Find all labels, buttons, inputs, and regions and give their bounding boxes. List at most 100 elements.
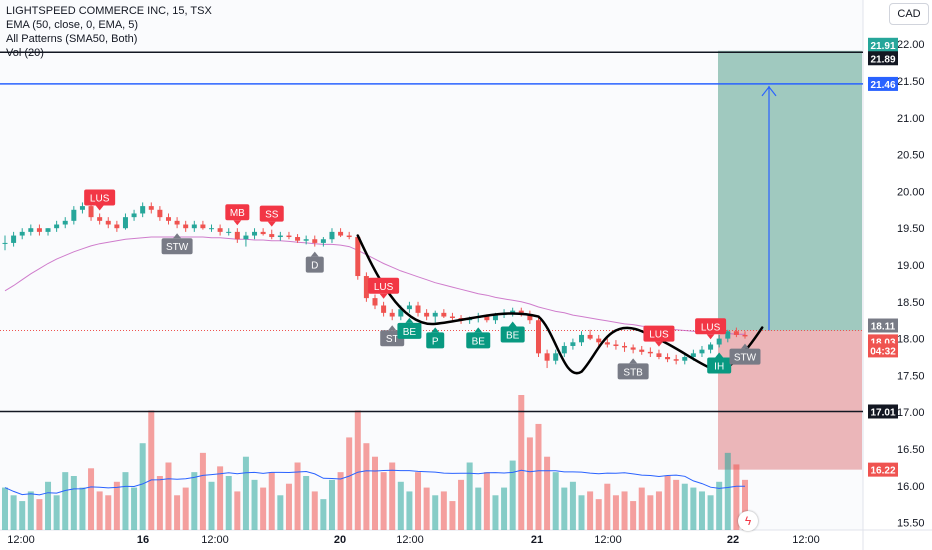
pattern-label: IH xyxy=(707,352,732,374)
pattern-label: MB xyxy=(225,204,250,226)
volume-bar xyxy=(225,476,232,530)
candle-body xyxy=(209,228,215,230)
pattern-label: P xyxy=(426,327,445,349)
volume-bar xyxy=(724,452,731,530)
price-tick-label: 18.00 xyxy=(897,334,925,346)
volume-bar xyxy=(655,491,662,530)
volume-bar xyxy=(432,495,439,530)
candle-body xyxy=(424,312,430,317)
price-label-text: 17.01 xyxy=(870,407,895,418)
candle-body xyxy=(510,310,516,313)
price-label: 17.01 xyxy=(868,404,898,419)
volume-bar xyxy=(526,437,533,530)
volume-bar xyxy=(552,472,559,530)
volume-bar xyxy=(328,479,335,530)
volume-bar xyxy=(578,495,585,530)
volume-bar xyxy=(268,472,275,530)
candle-body xyxy=(579,334,585,343)
ema-path xyxy=(4,236,745,335)
volume-indicator-label[interactable]: Vol (20) xyxy=(6,47,44,59)
pattern-label-text: BE xyxy=(506,331,520,342)
volume-bar xyxy=(638,487,645,530)
volume-bar xyxy=(363,443,370,530)
volume-bar xyxy=(733,464,740,530)
pattern-label-box xyxy=(368,277,400,294)
volume-bar xyxy=(303,476,310,530)
volume-bar xyxy=(122,472,129,530)
candle-body xyxy=(656,353,662,358)
candle-body xyxy=(665,357,671,360)
candle-body xyxy=(19,231,25,236)
pattern-label-text: LUS xyxy=(701,322,721,333)
volume-bar xyxy=(501,487,508,530)
pattern-label-pointer xyxy=(706,334,715,340)
candle-body xyxy=(88,206,94,218)
candle-body xyxy=(492,315,498,321)
volume-bar xyxy=(372,456,378,530)
price-label-box xyxy=(868,76,898,91)
candle-body xyxy=(441,312,447,317)
price-label: 21.89 xyxy=(868,51,898,66)
ema-indicator-label[interactable]: EMA (50, close, 0, EMA, 5) xyxy=(6,19,139,31)
candle-body xyxy=(11,235,17,243)
symbol-title[interactable]: LIGHTSPEED COMMERCE INC, 15, TSX xyxy=(6,5,212,17)
volume-bar xyxy=(561,487,568,530)
pattern-label-box xyxy=(729,348,761,365)
price-label: 21.91 xyxy=(868,37,898,52)
candle-body xyxy=(303,239,309,241)
candle-body xyxy=(105,220,111,225)
time-tick-label: 21 xyxy=(531,534,543,546)
volume-bar xyxy=(389,462,396,530)
pattern-label-pointer xyxy=(379,293,388,299)
price-label-box xyxy=(868,343,898,358)
time-tick-label: 12:00 xyxy=(201,534,229,546)
pattern-label-pointer xyxy=(388,325,397,331)
price-label-text: 21.91 xyxy=(870,41,895,52)
volume-bar xyxy=(294,462,301,530)
pattern-label-pointer xyxy=(405,317,414,323)
candle-body xyxy=(553,353,559,361)
volume-bar xyxy=(148,410,155,530)
volume-bar xyxy=(406,491,413,530)
pattern-label: STW xyxy=(729,343,761,365)
volume-bar xyxy=(587,491,594,530)
pattern-label-box xyxy=(695,318,727,335)
volume-bar xyxy=(139,443,146,530)
candle-body xyxy=(36,228,42,232)
price-tick-label: 22.00 xyxy=(897,39,925,51)
pattern-label: LUS xyxy=(643,325,675,347)
volume-bar xyxy=(208,481,215,530)
volume-bar xyxy=(191,472,198,530)
volume-bar xyxy=(544,456,551,530)
price-tick-label: 21.00 xyxy=(897,113,925,125)
pattern-label: SS xyxy=(259,205,284,227)
price-label-box xyxy=(868,462,898,477)
currency-button[interactable]: CAD xyxy=(889,3,929,25)
volume-bar xyxy=(569,481,576,530)
pattern-label-text: STW xyxy=(166,242,189,253)
price-tick-label: 16.00 xyxy=(897,481,925,493)
pattern-label-text: SS xyxy=(265,210,279,221)
candle-body xyxy=(372,298,378,306)
volume-bar xyxy=(681,483,688,530)
pattern-label-text: MB xyxy=(230,208,245,219)
pattern-label-text: P xyxy=(432,336,439,347)
volume-bar xyxy=(242,456,249,530)
candle-body xyxy=(54,224,60,229)
price-tick-label: 19.00 xyxy=(897,260,925,272)
candle-body xyxy=(252,231,258,236)
volume-bar xyxy=(698,491,705,530)
candle-body xyxy=(269,234,275,238)
patterns-indicator-label[interactable]: All Patterns (SMA50, Both) xyxy=(6,33,138,45)
volume-bar xyxy=(62,472,69,530)
price-label-box xyxy=(868,37,898,52)
lightning-icon[interactable]: ϟ xyxy=(738,511,758,531)
pattern-label: LUS xyxy=(368,277,400,299)
time-tick-label: 16 xyxy=(137,534,149,546)
volume-bar xyxy=(595,499,602,530)
candle-body xyxy=(148,206,154,210)
price-tick-label: 17.50 xyxy=(897,370,925,382)
candle-body xyxy=(140,206,146,214)
candle-body xyxy=(630,347,636,350)
